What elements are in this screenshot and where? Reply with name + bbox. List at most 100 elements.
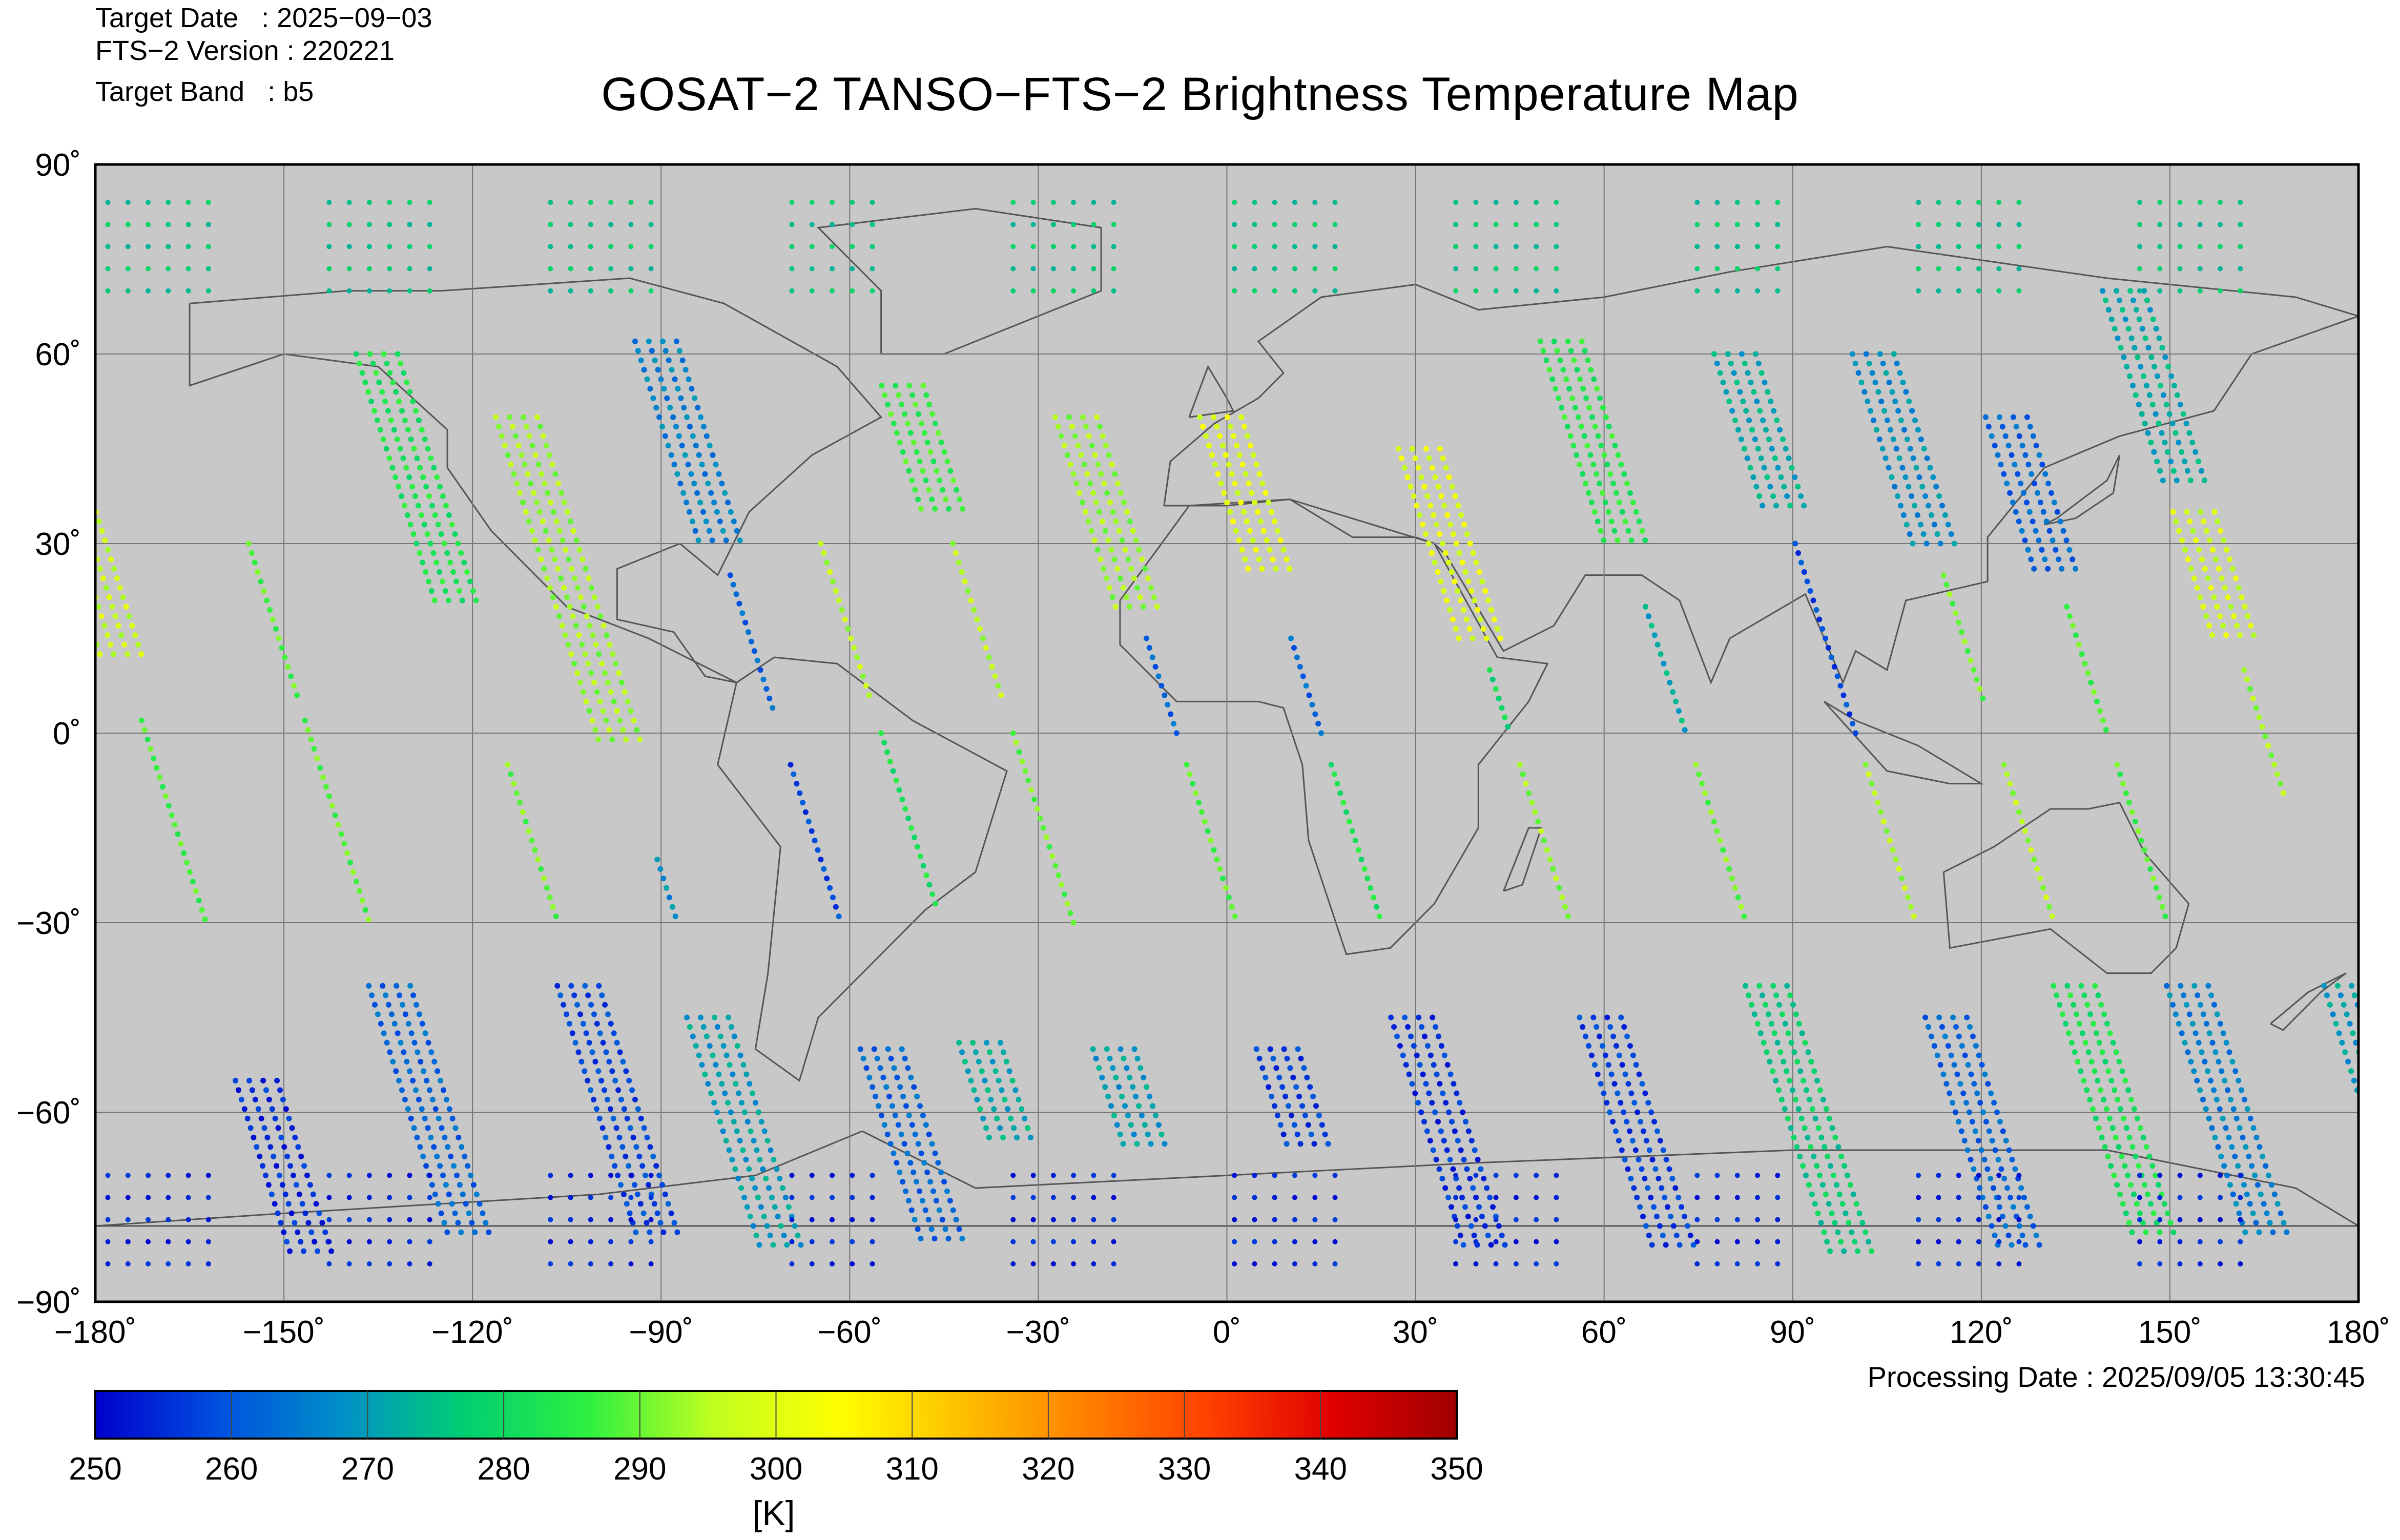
obs-point-t3-s0-120 [583, 698, 589, 704]
obs-point-t14-s3-54 [2388, 1106, 2394, 1112]
obs-point-t5-s2-22 [999, 1087, 1005, 1093]
obs-point-t11-s0-53 [1764, 474, 1770, 480]
obs-point-t9-s3-19 [1630, 1052, 1636, 1058]
obs-point-t0-s2-22 [275, 1125, 281, 1131]
obs-point-t0-s1-1 [141, 727, 148, 733]
obs-point-t7-s3-36 [1280, 1131, 1287, 1137]
obs-point-t8-s0-18 [1236, 452, 1243, 458]
obs-point-t14-s0-45 [2146, 392, 2153, 398]
obs-point-t10-s3-74 [1825, 1153, 1831, 1159]
obs-point-t12-s2-8 [2025, 838, 2031, 844]
obs-point-t7-s3-2 [1281, 1046, 1287, 1052]
obs-point-t9-s0-6 [1426, 455, 1432, 461]
obs-point-t4-s0-77 [703, 518, 709, 525]
obs-point-t10-s0-24 [1556, 395, 1562, 401]
polar-point-0-35 [1453, 288, 1459, 294]
obs-point-t4-s1-7 [748, 638, 754, 644]
polar-point-0-105 [1936, 266, 1941, 272]
polar-point-1-55 [2197, 1261, 2203, 1266]
obs-point-t11-s0-57 [1767, 484, 1773, 490]
obs-point-t1-s1-6 [320, 774, 326, 780]
obs-point-t11-s3-19 [1976, 1052, 1982, 1058]
obs-point-t10-s0-65 [1600, 490, 1605, 496]
polar-point-0-81 [1010, 266, 1016, 272]
polar-point-0-103 [1775, 266, 1781, 272]
obs-point-t11-s3-88 [1989, 1223, 1995, 1229]
obs-point-t7-s3-17 [1279, 1084, 1286, 1090]
polar-point-1-11 [427, 1261, 432, 1266]
obs-point-t12-s0-81 [1923, 540, 1930, 547]
obs-point-t5-s2-16 [968, 1077, 974, 1084]
obs-point-t2-s0-77 [424, 531, 430, 537]
obs-point-t1-s0-1 [249, 550, 255, 556]
obs-point-t9-s0-31 [1458, 512, 1464, 518]
obs-point-t14-s1-1 [2184, 509, 2190, 515]
obs-point-t8-s0-56 [1239, 547, 1245, 553]
obs-point-t6-s0-20 [894, 430, 900, 436]
observation-points [95, 200, 2394, 1266]
obs-point-t9-s0-74 [1477, 616, 1483, 622]
obs-point-t6-s0-21 [907, 430, 914, 436]
obs-point-t14-s0-36 [2127, 373, 2133, 379]
obs-point-t14-s0-58 [2169, 421, 2176, 427]
obs-point-t14-s0-52 [2139, 411, 2145, 417]
obs-point-t10-s0-31 [1600, 405, 1606, 411]
obs-point-t4-s0-10 [666, 357, 672, 363]
obs-point-t3-s2-71 [777, 1176, 783, 1181]
obs-point-t10-s3-33 [1781, 1058, 1787, 1065]
obs-point-t3-s0-115 [618, 679, 625, 685]
obs-point-t9-s0-63 [1482, 588, 1488, 594]
obs-point-t2-s1-16 [553, 913, 559, 920]
obs-point-t2-s2-23 [611, 1030, 617, 1036]
polar-point-1-93 [1453, 1239, 1459, 1244]
obs-point-t2-s2-65 [616, 1134, 623, 1140]
obs-point-t11-s3-28 [1943, 1081, 1950, 1087]
obs-point-t9-s3-91 [1684, 1223, 1690, 1229]
obs-point-t13-s3-22 [2206, 1030, 2212, 1036]
obs-point-t7-s0-12 [1061, 443, 1067, 449]
obs-point-t13-s0-51 [2060, 528, 2066, 534]
obs-point-t4-s3-43 [929, 1141, 935, 1147]
obs-point-t12-s0-54 [1916, 474, 1922, 480]
obs-point-t2-s2-88 [620, 1191, 627, 1197]
polar-point-0-239 [346, 200, 352, 205]
obs-point-t2-s1-8 [529, 838, 535, 844]
obs-point-t12-s0-57 [1906, 484, 1912, 490]
obs-point-t14-s0-13 [2122, 316, 2128, 322]
obs-point-t9-s3-41 [1621, 1109, 1627, 1115]
obs-point-t9-s0-66 [1472, 597, 1478, 603]
obs-point-t3-s2-37 [725, 1100, 731, 1106]
obs-point-t9-s0-10 [1429, 465, 1435, 471]
obs-point-t8-s2-15 [1374, 904, 1379, 910]
obs-point-t12-s3-1 [2064, 983, 2071, 989]
obs-point-t9-s3-2 [1604, 1014, 1610, 1021]
obs-point-t11-s3-38 [1977, 1100, 1983, 1106]
obs-point-t14-s3-12 [2330, 1011, 2336, 1017]
obs-point-t5-s1-16 [926, 882, 933, 888]
obs-point-t8-s3-45 [1435, 1119, 1441, 1125]
obs-point-t12-s1-1 [1943, 581, 1950, 588]
obs-point-t0-s0-95 [132, 632, 138, 638]
obs-point-t10-s0-83 [1639, 528, 1645, 534]
obs-point-t13-s3-34 [2216, 1058, 2222, 1065]
longitude-tick-label: 60˚ [1581, 1315, 1627, 1350]
obs-point-t6-s1-2 [956, 559, 962, 566]
obs-point-t6-s3-16 [1102, 1084, 1108, 1090]
obs-point-t6-s0-38 [934, 468, 940, 474]
latitude-tick-label: 90˚ [35, 148, 81, 183]
obs-point-t10-s3-96 [1815, 1210, 1821, 1216]
obs-point-t2-s2-12 [564, 1011, 569, 1017]
coastline-2 [1163, 245, 2358, 685]
polar-point-0-205 [1272, 222, 1277, 227]
polar-point-1-207 [1312, 1195, 1318, 1200]
obs-point-t1-s2-70 [445, 1144, 451, 1150]
obs-point-t7-s3-18 [1293, 1084, 1299, 1090]
obs-point-t2-s2-15 [605, 1011, 611, 1017]
obs-point-t3-s2-96 [756, 1242, 762, 1248]
obs-point-t13-s3-47 [2239, 1087, 2244, 1093]
obs-point-t13-s3-63 [2250, 1125, 2257, 1131]
polar-point-1-60 [146, 1239, 151, 1244]
obs-point-t8-s3-90 [1482, 1223, 1488, 1229]
obs-point-t14-s0-20 [2115, 335, 2121, 341]
obs-point-t10-s3-76 [1800, 1163, 1806, 1169]
